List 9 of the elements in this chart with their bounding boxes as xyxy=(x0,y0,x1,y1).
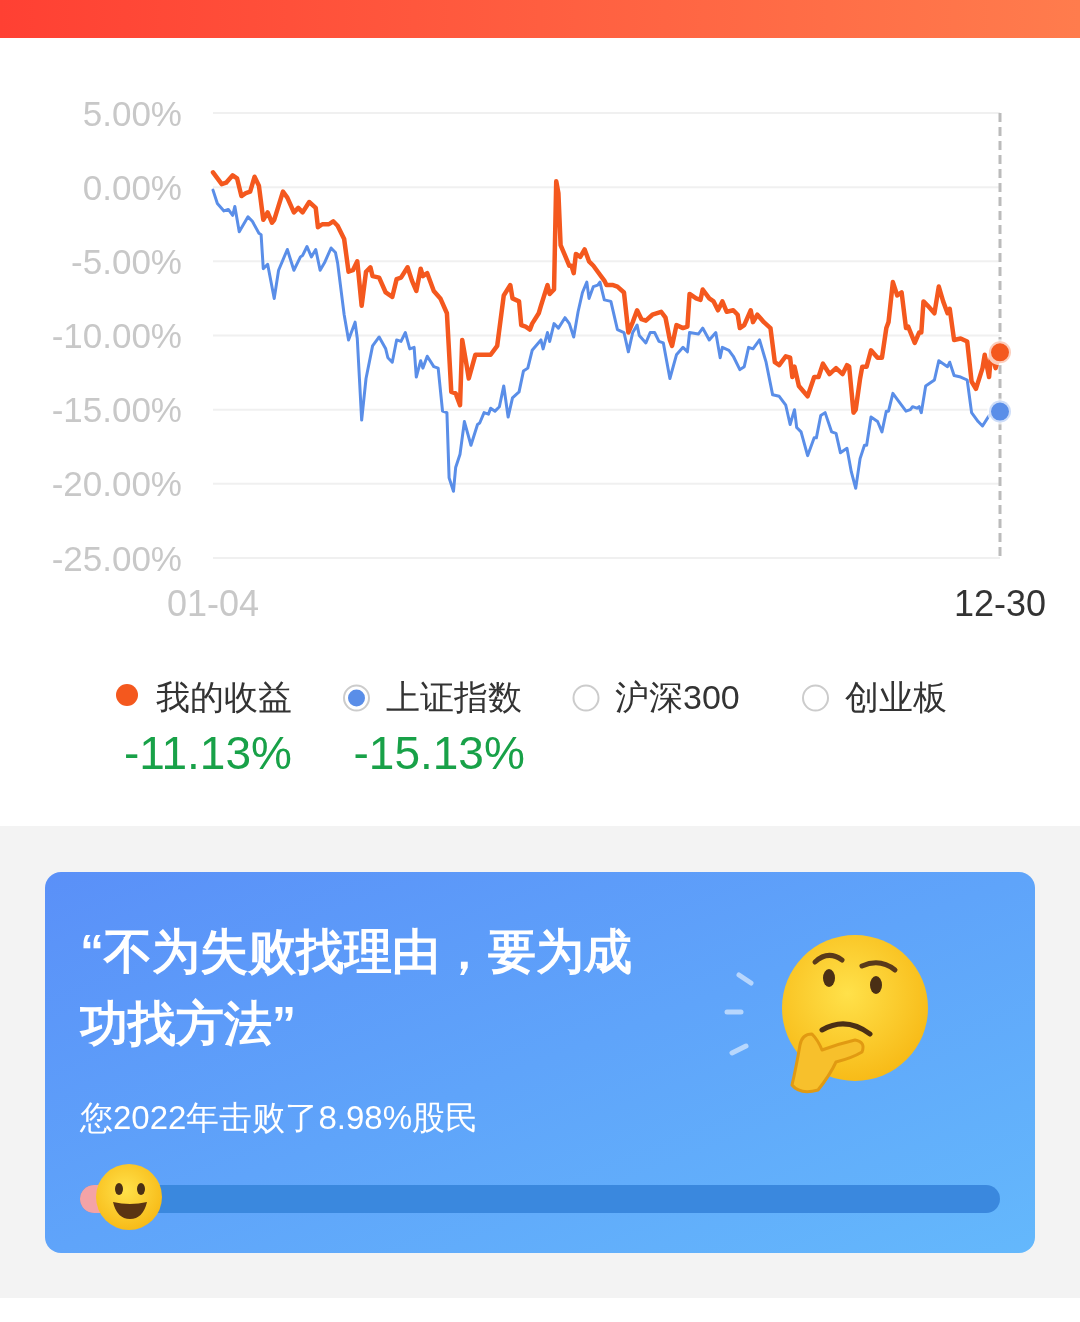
text: 创业板 xyxy=(844,678,947,716)
text: 沪深300 xyxy=(615,678,740,716)
text: -15.13% xyxy=(353,727,525,779)
text: -11.13% xyxy=(124,727,292,779)
legend-label: 我的收益 xyxy=(156,678,292,716)
legend-label: 上证指数 xyxy=(385,678,522,716)
x-tick-label: 12-30 xyxy=(953,582,1047,624)
text: “不为失败找理由，要为成功找方法” xyxy=(79,924,632,1050)
text: 您2022年击败了8.98%股民 xyxy=(79,1098,478,1136)
